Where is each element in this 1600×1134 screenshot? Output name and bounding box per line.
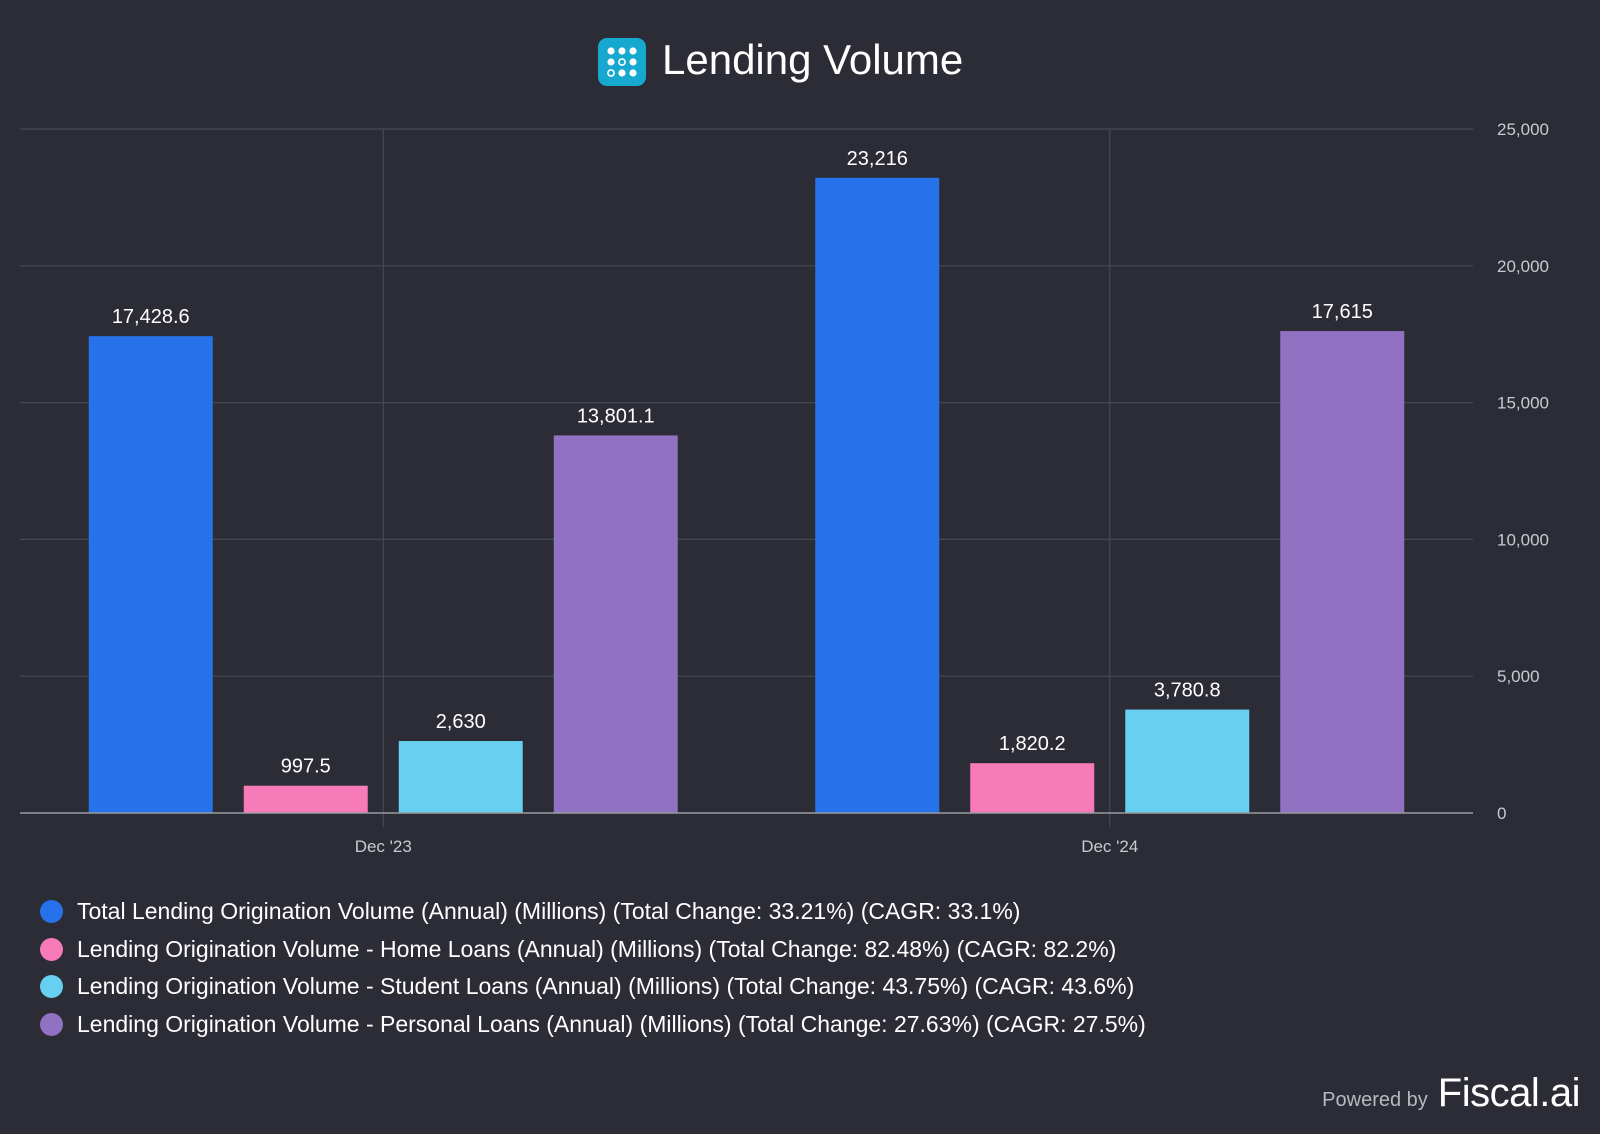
bar [815,177,940,813]
legend-item[interactable]: Lending Origination Volume - Home Loans … [40,931,1146,969]
bar-value-label: 997.5 [281,756,331,778]
y-tick-label: 10,000 [1497,530,1549,549]
bar-value-label: 2,630 [436,711,486,733]
bar-value-label: 23,216 [847,148,908,170]
y-tick-label: 0 [1497,804,1506,823]
y-tick-label: 25,000 [1497,120,1549,139]
bar [970,763,1095,813]
legend-dot-icon [40,1012,63,1036]
y-tick-label: 20,000 [1497,257,1549,276]
x-tick-label: Dec '23 [355,837,412,856]
company-logo-icon [598,38,646,86]
legend: Total Lending Origination Volume (Annual… [40,893,1146,1043]
y-tick-label: 15,000 [1497,394,1549,413]
bar-value-label: 17,428.6 [112,306,190,328]
bar-value-label: 13,801.1 [577,405,655,427]
legend-dot-icon [40,900,63,924]
bar [553,435,678,813]
legend-label: Total Lending Origination Volume (Annual… [77,898,1021,925]
powered-by-text: Powered by [1322,1089,1428,1111]
legend-dot-icon [40,975,63,999]
legend-item[interactable]: Lending Origination Volume - Personal Lo… [40,1006,1146,1044]
bar [243,785,368,813]
bar [398,741,523,813]
footer: Powered by Fiscal.ai [1322,1071,1580,1116]
chart-title-group: Lending Volume [598,36,963,86]
legend-label: Lending Origination Volume - Home Loans … [77,935,1117,962]
bar-value-label: 3,780.8 [1154,680,1221,702]
legend-label: Lending Origination Volume - Personal Lo… [77,1010,1146,1037]
data-labels: 17,428.6 997.5 2,630 13,801.1 23,216 1,820.2 3… [112,148,1373,778]
grid [20,128,1473,827]
bars [88,177,1405,813]
legend-item[interactable]: Total Lending Origination Volume (Annual… [40,893,1146,931]
bar [1280,331,1405,813]
chart-title: Lending Volume [662,36,963,83]
legend-dot-icon [40,937,63,961]
x-tick-label: Dec '24 [1081,837,1138,856]
brand-logo-text: Fiscal.ai [1437,1071,1581,1115]
y-tick-label: 5,000 [1497,667,1540,686]
bar-value-label: 17,615 [1312,301,1373,323]
legend-label: Lending Origination Volume - Student Loa… [77,973,1135,1000]
bar [1125,709,1250,813]
axes: 0 5,000 10,000 15,000 20,000 25,000 Dec '23 Dec… [20,120,1549,856]
bar [88,336,213,813]
legend-item[interactable]: Lending Origination Volume - Student Loa… [40,968,1146,1006]
bar-value-label: 1,820.2 [999,733,1066,755]
